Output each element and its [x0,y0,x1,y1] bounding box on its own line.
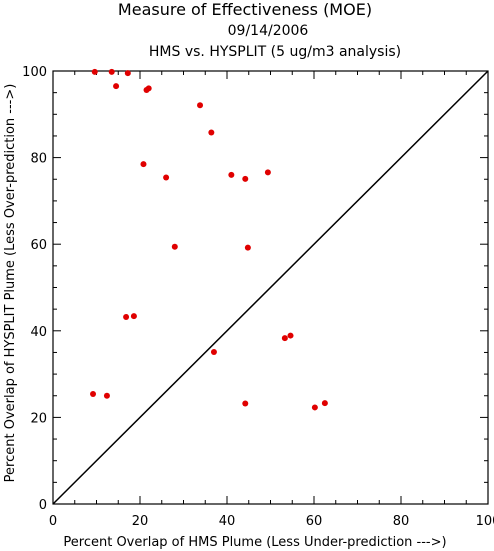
y-tick-label: 0 [39,498,47,513]
x-tick-label: 40 [219,514,236,529]
data-point [171,243,178,250]
x-tick-label: 0 [49,514,57,529]
data-points [90,68,328,411]
x-tick-label: 20 [132,514,149,529]
data-point [281,335,288,342]
y-axis-tick-labels: 0 20 40 60 80 100 [22,65,47,513]
data-point [108,68,115,75]
data-point [103,392,110,399]
data-point [321,400,328,407]
data-point [123,313,130,320]
x-tick-label: 80 [393,514,410,529]
data-point [145,85,152,92]
y-tick-label: 40 [30,325,47,340]
x-tick-label: 100 [476,514,494,529]
chart-subtitle: HMS vs. HYSPLIT (5 ug/m3 analysis) [149,44,401,60]
data-point [113,83,120,90]
data-point [197,102,204,109]
y-tick-label: 60 [30,238,47,253]
data-point [130,313,137,320]
x-axis-tick-labels: 0 20 40 60 80 100 [49,514,494,529]
data-point [242,175,249,182]
data-point [244,244,251,251]
data-point [208,129,215,136]
y-axis-label: Percent Overlap of HYSPLIT Plume (Less O… [3,84,18,483]
data-point [287,332,294,339]
y-tick-label: 20 [30,411,47,426]
chart-date: 09/14/2006 [228,23,309,39]
data-point [311,404,318,411]
data-point [228,171,235,178]
data-point [124,70,131,77]
data-point [242,400,249,407]
data-point [91,68,98,75]
data-point [90,391,97,398]
y-axis-ticks [53,70,488,505]
x-axis-label: Percent Overlap of HMS Plume (Less Under… [63,535,446,550]
x-axis-ticks [52,71,489,504]
data-point [210,349,217,356]
data-point [163,174,170,181]
y-tick-label: 80 [30,152,47,167]
data-point [140,161,147,168]
x-tick-label: 60 [306,514,323,529]
y-tick-label: 100 [22,65,47,80]
chart-title: Measure of Effectiveness (MOE) [118,0,372,19]
data-point [264,169,271,176]
one-to-one-reference-line [52,70,489,505]
